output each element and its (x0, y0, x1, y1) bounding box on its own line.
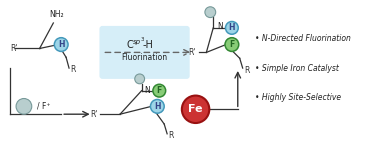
Text: -H: -H (142, 40, 153, 49)
Circle shape (150, 99, 164, 113)
Circle shape (153, 84, 166, 97)
Text: R': R' (10, 44, 18, 53)
Circle shape (182, 96, 209, 123)
Circle shape (205, 7, 216, 18)
Text: R': R' (90, 110, 98, 119)
Text: C: C (127, 40, 133, 49)
Circle shape (135, 74, 144, 84)
Text: H: H (58, 40, 64, 49)
Text: N: N (145, 86, 150, 95)
Text: Fluorination: Fluorination (121, 53, 167, 62)
Text: R: R (244, 66, 249, 75)
Text: H: H (229, 23, 235, 32)
Text: Fe: Fe (188, 104, 203, 114)
Text: R: R (168, 131, 174, 140)
Text: 3: 3 (141, 37, 144, 42)
Text: H: H (154, 102, 161, 111)
Text: sp: sp (133, 39, 141, 45)
Text: N: N (217, 22, 223, 31)
Text: • Highly Site-Selective: • Highly Site-Selective (256, 93, 342, 102)
Text: R': R' (188, 48, 195, 57)
Text: NH₂: NH₂ (49, 10, 64, 19)
Text: / F⁺: / F⁺ (37, 102, 50, 111)
Text: R: R (70, 65, 76, 74)
Circle shape (16, 99, 32, 114)
Text: • Simple Iron Catalyst: • Simple Iron Catalyst (256, 64, 339, 73)
Circle shape (226, 21, 238, 34)
FancyBboxPatch shape (99, 26, 190, 79)
Text: F: F (156, 86, 162, 95)
Circle shape (225, 38, 239, 51)
Text: F: F (229, 40, 234, 49)
Text: • N-Directed Fluorination: • N-Directed Fluorination (256, 34, 351, 43)
Circle shape (54, 38, 68, 51)
